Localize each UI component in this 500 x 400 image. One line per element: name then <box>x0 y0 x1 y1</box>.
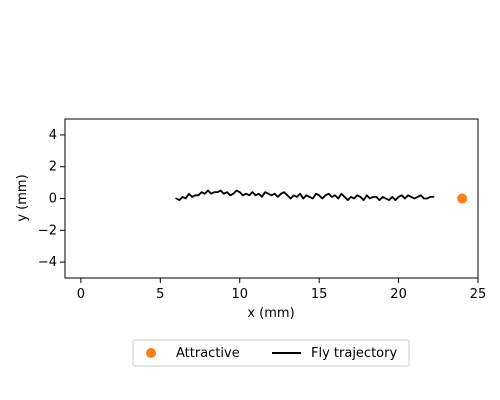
y-axis-ticks: −4 −2 0 2 4 <box>38 128 65 270</box>
legend-frame <box>132 339 410 367</box>
y-axis-label: y (mm) <box>15 174 30 221</box>
x-axis-ticks: 0 5 10 15 20 25 <box>77 278 487 302</box>
y-tick-label: 2 <box>49 160 57 175</box>
x-tick-label: 20 <box>390 287 407 302</box>
legend-label-fly-trajectory: Fly trajectory <box>311 346 397 361</box>
y-tick-label: −2 <box>38 223 57 238</box>
x-tick-label: 5 <box>156 287 164 302</box>
y-tick-label: −4 <box>38 255 57 270</box>
x-tick-label: 10 <box>231 287 248 302</box>
x-tick-label: 15 <box>311 287 328 302</box>
plot-frame <box>64 118 479 279</box>
legend: Attractive Fly trajectory <box>132 339 410 367</box>
x-tick-label: 25 <box>470 287 487 302</box>
plot-content <box>175 189 468 204</box>
legend-marker-attractive <box>146 348 156 358</box>
x-tick-label: 0 <box>77 287 85 302</box>
attractive-point <box>457 193 468 204</box>
legend-label-attractive: Attractive <box>176 346 240 361</box>
y-tick-label: 0 <box>49 192 57 207</box>
x-axis-label: x (mm) <box>247 306 294 321</box>
y-tick-label: 4 <box>49 128 57 143</box>
fly-trajectory-line <box>175 189 435 201</box>
